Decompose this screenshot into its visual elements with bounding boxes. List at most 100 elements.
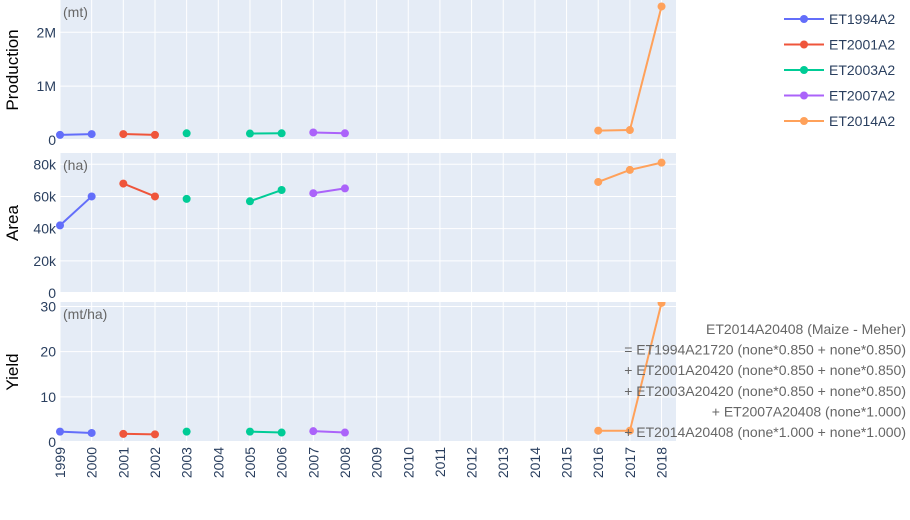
data-point-ET2007A2 [309,427,318,436]
data-point-ET2014A2 [657,2,666,11]
data-point-ET2014A2 [594,426,603,435]
series-line-ET2007A2 [313,131,345,135]
annotation-line: = ET1994A21720 (none*0.850 + none*0.850) [624,342,906,358]
unit-label: (mt/ha) [63,306,107,322]
y-tick-label: 1M [37,78,56,94]
data-point-ET1994A2 [56,130,64,139]
data-point-ET2014A2 [594,126,603,135]
data-point-ET2001A2 [119,429,128,438]
chart-legend[interactable]: ET1994A2 ET2001A2 ET2003A2 ET2007A2 ET2014A2 [784,11,895,129]
series-line-ET1994A2 [59,133,92,136]
x-tick-label: 2007 [305,447,321,478]
legend-swatch-marker [800,66,808,74]
y-axis-title: Production [3,29,22,110]
panel-production: 0 1M 2M Production (mt) [3,0,676,148]
legend-item-ET2003A2[interactable]: ET2003A2 [784,62,895,78]
legend-label: ET1994A2 [829,11,895,27]
unit-label: (mt) [63,4,88,20]
x-tick-label: 2018 [654,447,670,478]
plot-background [60,0,676,140]
legend-swatch-marker [800,117,808,125]
data-point-ET2014A2 [625,165,634,174]
x-tick-label: 2005 [242,447,258,478]
series-line-ET2014A2 [597,168,631,183]
y-tick-label: 40k [33,221,57,237]
x-tick-label: 2012 [464,447,480,478]
data-point-ET1994A2 [87,428,96,437]
data-point-ET2001A2 [119,130,128,139]
data-point-ET2007A2 [309,189,318,198]
legend-item-ET2014A2[interactable]: ET2014A2 [784,113,895,129]
x-tick-label: 2017 [622,447,638,478]
plot-background [60,153,676,293]
annotation-line: + ET2007A20408 (none*1.000) [712,403,906,419]
y-tick-label: 0 [48,434,56,450]
series-line-ET1994A2 [59,195,93,227]
x-tick-label: 2006 [274,447,290,478]
x-tick-label: 2004 [210,447,226,478]
data-point-ET2003A2 [245,129,254,138]
data-point-ET2014A2 [625,426,634,435]
annotation-line: + ET2001A20420 (none*0.850 + none*0.850) [624,362,906,378]
y-tick-label: 2M [37,24,56,40]
data-point-ET2003A2 [182,427,191,436]
series-line-ET2001A2 [122,182,156,198]
panel-data [56,158,666,230]
legend-item-ET1994A2[interactable]: ET1994A2 [784,11,895,27]
y-tick-label: 20k [33,253,57,269]
data-point-ET1994A2 [87,192,96,201]
y-axis-title: Area [3,205,22,241]
data-point-ET2003A2 [245,427,254,436]
data-point-ET2003A2 [182,129,191,138]
y-tick-label: 80k [33,156,57,172]
y-tick-label: 10 [40,389,56,405]
data-point-ET2003A2 [277,129,286,138]
series-line-ET2001A2 [123,133,156,136]
series-line-ET2007A2 [313,430,345,434]
x-tick-label: 2014 [527,447,543,478]
annotation-line: + ET2003A20420 (none*0.850 + none*0.850) [624,383,906,399]
series-line-ET2014A2 [628,302,663,431]
series-line-ET2007A2 [313,187,346,195]
series-line-ET1994A2 [59,430,92,434]
data-point-ET2014A2 [625,126,634,135]
y-axis-title: Yield [3,353,22,390]
panel-area: 0 20k 40k 60k 80k Area (ha) [3,153,676,301]
data-point-ET2003A2 [245,197,254,206]
legend-item-ET2001A2[interactable]: ET2001A2 [784,37,895,53]
series-line-ET2014A2 [628,6,663,131]
y-tick-label: 0 [48,132,56,148]
legend-item-ET2007A2[interactable]: ET2007A2 [784,88,895,104]
x-tick-label: 2013 [495,447,511,478]
data-point-ET2014A2 [657,158,666,167]
x-tick-label: 2008 [337,447,353,478]
y-tick-label: 30 [40,299,56,315]
x-tick-label: 2009 [369,447,385,478]
data-point-ET2014A2 [594,177,603,186]
data-point-ET1994A2 [87,130,96,139]
data-point-ET2001A2 [150,130,159,139]
data-point-ET2001A2 [150,192,159,201]
x-tick-label: 1999 [52,447,68,478]
legend-label: ET2007A2 [829,88,895,104]
x-axis: 1999 2000 2001 2002 2003 2004 2005 2006 2007 2008… [52,447,670,478]
data-point-ET2003A2 [277,186,286,195]
annotation-line: + ET2014A20408 (none*1.000 + none*1.000) [624,424,906,440]
data-point-ET2003A2 [182,194,191,203]
x-tick-label: 2015 [559,447,575,478]
y-tick-label: 60k [33,188,57,204]
y-tick-label: 0 [48,285,56,301]
y-tick-label: 20 [40,344,56,360]
data-point-ET2001A2 [150,430,159,439]
x-tick-label: 2010 [400,447,416,478]
panel-yield: 0 10 20 30 Yield (mt/ha) [3,299,676,450]
legend-swatch-marker [800,15,808,23]
chart-panels: 0 1M 2M Production (mt) 0 20k 40k 60k 80k Area (ha)… [3,0,676,450]
x-tick-label: 2011 [432,447,448,477]
plot-background [60,302,676,442]
series-line-ET2014A2 [598,129,630,132]
series-line-ET2003A2 [249,189,282,203]
panel-data [56,302,666,439]
x-tick-label: 2001 [115,447,131,478]
